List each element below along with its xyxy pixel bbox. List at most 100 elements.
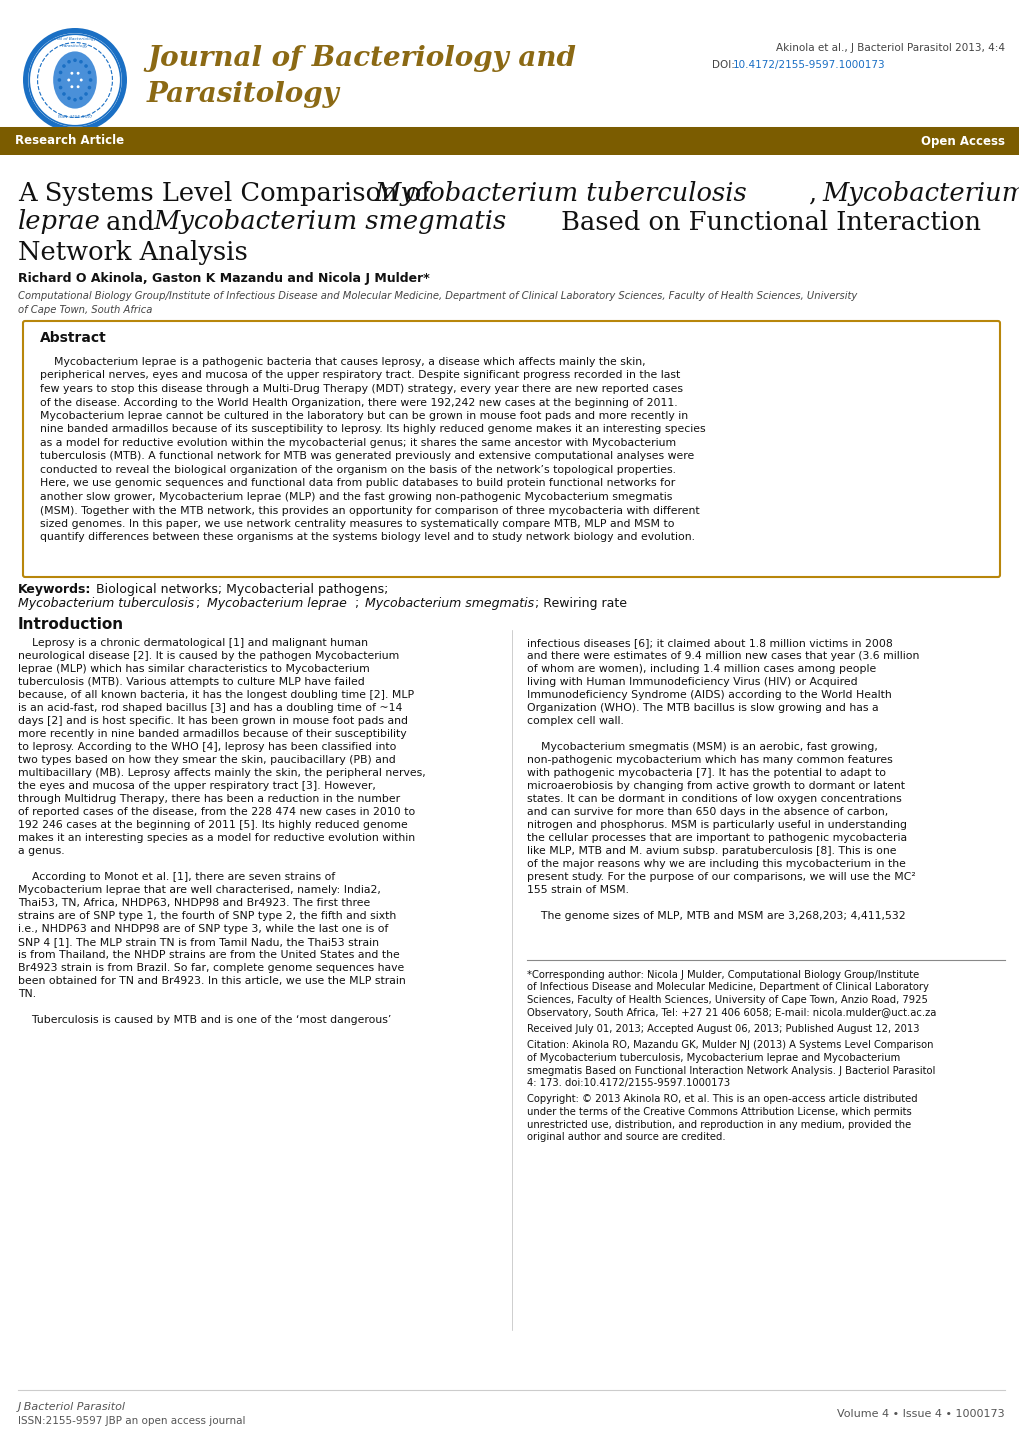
Text: original author and source are credited.: original author and source are credited. (527, 1132, 725, 1142)
Circle shape (62, 65, 65, 68)
Text: Keywords:: Keywords: (18, 583, 92, 596)
Text: Thai53, TN, Africa, NHDP63, NHDP98 and Br4923. The first three: Thai53, TN, Africa, NHDP63, NHDP98 and B… (18, 898, 370, 908)
Text: is an acid-fast, rod shaped bacillus [3] and has a doubling time of ~14: is an acid-fast, rod shaped bacillus [3]… (18, 704, 401, 712)
Text: under the terms of the Creative Commons Attribution License, which permits: under the terms of the Creative Commons … (527, 1107, 911, 1118)
Text: Akinola et al., J Bacteriol Parasitol 2013, 4:4: Akinola et al., J Bacteriol Parasitol 20… (775, 43, 1004, 53)
Text: tuberculosis (MTB). A functional network for MTB was generated previously and ex: tuberculosis (MTB). A functional network… (40, 451, 694, 461)
Circle shape (67, 61, 70, 63)
Text: Observatory, South Africa, Tel: +27 21 406 6058; E-mail: nicola.mulder@uct.ac.za: Observatory, South Africa, Tel: +27 21 4… (527, 1008, 935, 1018)
Text: TN.: TN. (18, 989, 36, 999)
Text: been obtained for TN and Br4923. In this article, we use the MLP strain: been obtained for TN and Br4923. In this… (18, 976, 406, 986)
Text: SNP 4 [1]. The MLP strain TN is from Tamil Nadu, the Thai53 strain: SNP 4 [1]. The MLP strain TN is from Tam… (18, 937, 379, 947)
Circle shape (57, 78, 61, 82)
Text: present study. For the purpose of our comparisons, we will use the MC²: present study. For the purpose of our co… (527, 872, 915, 883)
Text: Biological networks; Mycobacterial pathogens;: Biological networks; Mycobacterial patho… (88, 583, 388, 596)
Text: A Systems Level Comparison of: A Systems Level Comparison of (18, 180, 438, 206)
Text: another slow grower, Mycobacterium leprae (MLP) and the fast growing non-pathoge: another slow grower, Mycobacterium lepra… (40, 492, 672, 502)
Text: Network Analysis: Network Analysis (18, 239, 248, 264)
Text: Mycobacterium: Mycobacterium (821, 180, 1019, 206)
Text: of Infectious Disease and Molecular Medicine, Department of Clinical Laboratory: of Infectious Disease and Molecular Medi… (527, 982, 928, 992)
Text: the eyes and mucosa of the upper respiratory tract [3]. However,: the eyes and mucosa of the upper respira… (18, 782, 376, 792)
Text: makes it an interesting species as a model for reductive evolution within: makes it an interesting species as a mod… (18, 833, 415, 844)
Circle shape (79, 61, 83, 63)
Circle shape (67, 97, 70, 99)
Ellipse shape (53, 52, 97, 108)
Text: i.e., NHDP63 and NHDP98 are of SNP type 3, while the last one is of: i.e., NHDP63 and NHDP98 are of SNP type … (18, 924, 388, 934)
Text: and can survive for more than 650 days in the absence of carbon,: and can survive for more than 650 days i… (527, 808, 888, 818)
Text: Abstract: Abstract (40, 332, 107, 345)
Text: Journal of Bacteriology &: Journal of Bacteriology & (48, 37, 102, 42)
Text: nitrogen and phosphorus. MSM is particularly useful in understanding: nitrogen and phosphorus. MSM is particul… (527, 820, 906, 831)
Text: Sciences, Faculty of Health Sciences, University of Cape Town, Anzio Road, 7925: Sciences, Faculty of Health Sciences, Un… (527, 995, 927, 1005)
Text: few years to stop this disease through a Multi-Drug Therapy (MDT) strategy, ever: few years to stop this disease through a… (40, 384, 683, 394)
Text: Parasitology: Parasitology (147, 82, 339, 108)
Circle shape (79, 97, 83, 99)
Text: sized genomes. In this paper, we use network centrality measures to systematical: sized genomes. In this paper, we use net… (40, 519, 674, 529)
Text: of reported cases of the disease, from the 228 474 new cases in 2010 to: of reported cases of the disease, from t… (18, 808, 415, 818)
Ellipse shape (23, 27, 127, 133)
Text: Based on Functional Interaction: Based on Functional Interaction (552, 209, 980, 235)
Text: 192 246 cases at the beginning of 2011 [5]. Its highly reduced genome: 192 246 cases at the beginning of 2011 [… (18, 820, 408, 831)
Text: tuberculosis (MTB). Various attempts to culture MLP have failed: tuberculosis (MTB). Various attempts to … (18, 676, 365, 686)
Text: quantify differences between these organisms at the systems biology level and to: quantify differences between these organ… (40, 532, 694, 542)
Circle shape (73, 59, 76, 62)
Text: unrestricted use, distribution, and reproduction in any medium, provided the: unrestricted use, distribution, and repr… (527, 1119, 910, 1129)
Text: of whom are women), including 1.4 million cases among people: of whom are women), including 1.4 millio… (527, 663, 875, 673)
Circle shape (59, 71, 62, 74)
Circle shape (62, 92, 65, 95)
Text: ISSN:2155-9597 JBP an open access journal: ISSN:2155-9597 JBP an open access journa… (18, 1416, 246, 1426)
Text: to leprosy. According to the WHO [4], leprosy has been classified into: to leprosy. According to the WHO [4], le… (18, 743, 396, 751)
Text: of Mycobacterium tuberculosis, Mycobacterium leprae and Mycobacterium: of Mycobacterium tuberculosis, Mycobacte… (527, 1053, 900, 1063)
Text: Mycobacterium leprae that are well characterised, namely: India2,: Mycobacterium leprae that are well chara… (18, 885, 380, 895)
Text: of Cape Town, South Africa: of Cape Town, South Africa (18, 306, 152, 314)
Text: Mycobacterium tuberculosis: Mycobacterium tuberculosis (374, 180, 746, 206)
Text: Mycobacterium leprae cannot be cultured in the laboratory but can be grown in mo: Mycobacterium leprae cannot be cultured … (40, 411, 688, 421)
Text: microaerobiosis by changing from active growth to dormant or latent: microaerobiosis by changing from active … (527, 782, 904, 792)
Text: like MLP, MTB and M. avium subsp. paratuberculosis [8]. This is one: like MLP, MTB and M. avium subsp. paratu… (527, 846, 896, 857)
Text: a genus.: a genus. (18, 846, 64, 857)
Text: Br4923 strain is from Brazil. So far, complete genome sequences have: Br4923 strain is from Brazil. So far, co… (18, 963, 404, 973)
Text: because, of all known bacteria, it has the longest doubling time [2]. MLP: because, of all known bacteria, it has t… (18, 691, 414, 699)
Circle shape (79, 78, 83, 81)
Circle shape (88, 71, 91, 74)
Text: Organization (WHO). The MTB bacillus is slow growing and has a: Organization (WHO). The MTB bacillus is … (527, 704, 877, 712)
Text: nine banded armadillos because of its susceptibility to leprosy. Its highly redu: nine banded armadillos because of its su… (40, 424, 705, 434)
Text: Mycobacterium smegmatis: Mycobacterium smegmatis (365, 597, 534, 610)
Text: non-pathogenic mycobacterium which has many common features: non-pathogenic mycobacterium which has m… (527, 756, 892, 766)
Text: Tuberculosis is caused by MTB and is one of the ‘most dangerous’: Tuberculosis is caused by MTB and is one… (18, 1015, 391, 1025)
Text: strains are of SNP type 1, the fourth of SNP type 2, the fifth and sixth: strains are of SNP type 1, the fourth of… (18, 911, 395, 921)
Text: smegmatis Based on Functional Interaction Network Analysis. J Bacteriol Parasito: smegmatis Based on Functional Interactio… (527, 1066, 934, 1076)
Text: days [2] and is host specific. It has been grown in mouse foot pads and: days [2] and is host specific. It has be… (18, 717, 408, 725)
Text: through Multidrug Therapy, there has been a reduction in the number: through Multidrug Therapy, there has bee… (18, 795, 399, 805)
Text: and: and (98, 209, 162, 235)
Text: more recently in nine banded armadillos because of their susceptibility: more recently in nine banded armadillos … (18, 730, 407, 738)
Circle shape (76, 72, 79, 75)
Text: Journal of Bacteriology and: Journal of Bacteriology and (147, 45, 576, 72)
Circle shape (59, 85, 62, 89)
Text: is from Thailand, the NHDP strains are from the United States and the: is from Thailand, the NHDP strains are f… (18, 950, 399, 960)
Circle shape (89, 78, 93, 82)
Text: 10.4172/2155-9597.1000173: 10.4172/2155-9597.1000173 (733, 61, 884, 71)
Text: ;: ; (196, 597, 204, 610)
Circle shape (70, 85, 73, 88)
Text: Parasitology: Parasitology (61, 45, 89, 48)
Text: Citation: Akinola RO, Mazandu GK, Mulder NJ (2013) A Systems Level Comparison: Citation: Akinola RO, Mazandu GK, Mulder… (527, 1041, 932, 1051)
Text: states. It can be dormant in conditions of low oxygen concentrations: states. It can be dormant in conditions … (527, 795, 901, 805)
Ellipse shape (29, 33, 121, 127)
Text: DOI:: DOI: (711, 61, 738, 71)
Circle shape (85, 92, 88, 95)
Text: Mycobacterium smegmatis (MSM) is an aerobic, fast growing,: Mycobacterium smegmatis (MSM) is an aero… (527, 743, 877, 751)
Text: leprae: leprae (18, 209, 101, 235)
Text: The genome sizes of MLP, MTB and MSM are 3,268,203; 4,411,532: The genome sizes of MLP, MTB and MSM are… (527, 911, 905, 921)
Text: Research Article: Research Article (15, 134, 124, 147)
Text: Computational Biology Group/Institute of Infectious Disease and Molecular Medici: Computational Biology Group/Institute of… (18, 291, 856, 301)
Bar (0, 127, 1019, 154)
Text: and there were estimates of 9.4 million new cases that year (3.6 million: and there were estimates of 9.4 million … (527, 650, 918, 660)
Text: Open Access: Open Access (920, 134, 1004, 147)
Text: of the disease. According to the World Health Organization, there were 192,242 n: of the disease. According to the World H… (40, 398, 677, 408)
Text: Volume 4 • Issue 4 • 1000173: Volume 4 • Issue 4 • 1000173 (837, 1409, 1004, 1419)
Circle shape (76, 85, 79, 88)
Text: ; Rewiring rate: ; Rewiring rate (535, 597, 627, 610)
Text: infectious diseases [6]; it claimed about 1.8 million victims in 2008: infectious diseases [6]; it claimed abou… (527, 637, 892, 647)
Text: Introduction: Introduction (18, 617, 124, 632)
